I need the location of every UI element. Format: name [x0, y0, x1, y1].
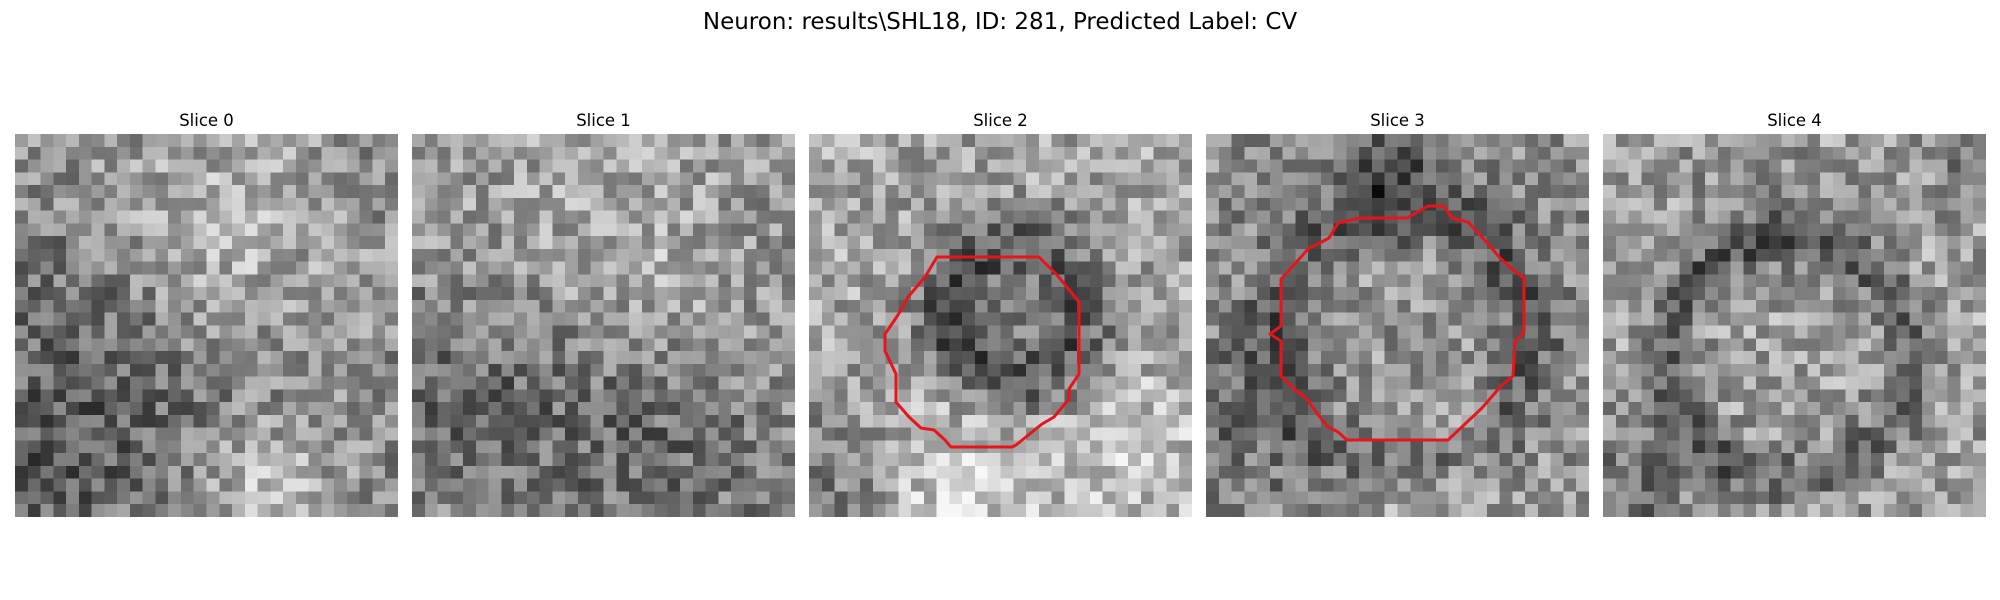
slice-panel-2: Slice 2	[809, 108, 1192, 517]
slice-title: Slice 0	[179, 111, 234, 130]
slice-panel-3: Slice 3	[1206, 108, 1589, 517]
slice-image	[1206, 134, 1589, 517]
slice-title: Slice 4	[1767, 111, 1822, 130]
slice-image	[809, 134, 1192, 517]
slice-title: Slice 2	[973, 111, 1028, 130]
slice-image	[412, 134, 795, 517]
slice-title: Slice 1	[576, 111, 631, 130]
slice-panel-4: Slice 4	[1603, 108, 1986, 517]
slice-panel-1: Slice 1	[412, 108, 795, 517]
figure-title: Neuron: results\SHL18, ID: 281, Predicte…	[702, 9, 1298, 35]
slice-image	[1603, 134, 1986, 517]
slice-panel-0: Slice 0	[15, 108, 398, 517]
slice-title: Slice 3	[1370, 111, 1425, 130]
slice-image	[15, 134, 398, 517]
